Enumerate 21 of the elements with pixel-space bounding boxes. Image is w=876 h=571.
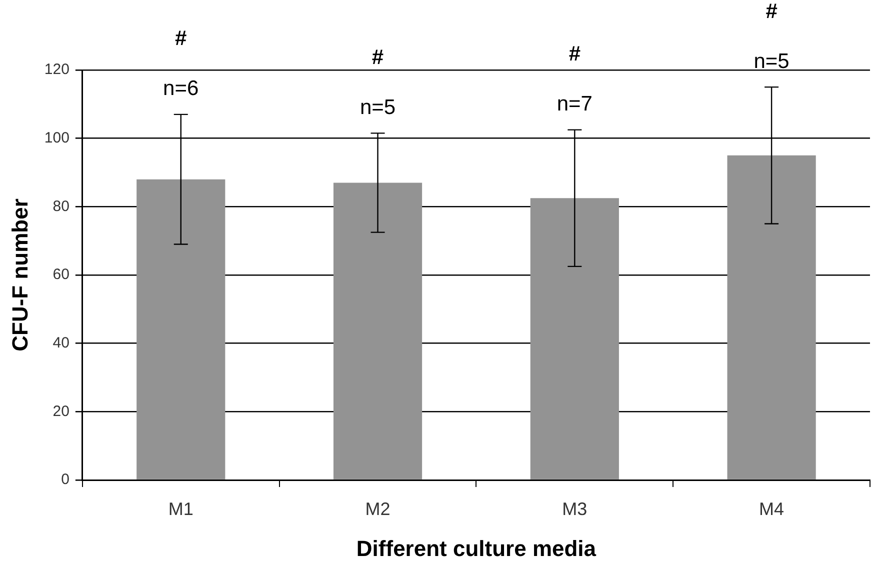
x-tick-label: M4 bbox=[759, 498, 784, 519]
y-axis-title: CFU-F number bbox=[7, 198, 32, 352]
text: # bbox=[372, 46, 384, 70]
x-axis-title: Different culture media bbox=[356, 536, 597, 561]
annotation: n=5 bbox=[754, 50, 790, 73]
y-tick-label: 120 bbox=[44, 61, 70, 78]
annotation: n=6 bbox=[163, 77, 199, 100]
text: # bbox=[766, 0, 778, 23]
x-tick-label: M2 bbox=[365, 498, 390, 519]
y-tick-label: 40 bbox=[52, 334, 70, 352]
y-tick-label: 80 bbox=[52, 198, 70, 215]
x-tick-label: M1 bbox=[168, 498, 194, 519]
text: # bbox=[175, 27, 188, 50]
y-tick-label: 20 bbox=[52, 402, 70, 420]
y-tick-label: 0 bbox=[61, 471, 70, 488]
x-tick-label: M3 bbox=[562, 498, 588, 519]
y-tick-label: 60 bbox=[52, 266, 70, 284]
annotation: n=5 bbox=[360, 96, 396, 120]
annotation: n=7 bbox=[556, 92, 592, 116]
y-tick-label: 100 bbox=[44, 129, 70, 146]
text: # bbox=[568, 42, 581, 66]
